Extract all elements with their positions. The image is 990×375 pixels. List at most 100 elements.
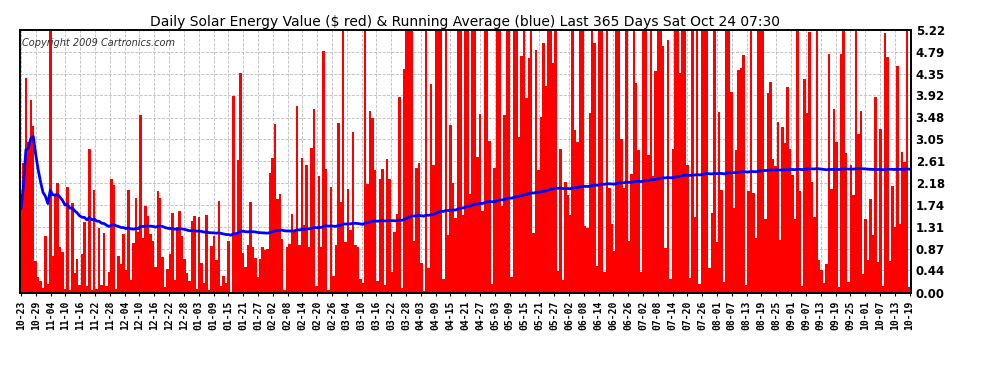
Bar — [310, 148, 313, 292]
Bar — [391, 272, 393, 292]
Bar — [191, 220, 193, 292]
Bar — [749, 30, 752, 292]
Bar — [98, 228, 100, 292]
Bar — [618, 30, 621, 292]
Bar — [130, 280, 132, 292]
Bar — [359, 279, 361, 292]
Bar — [95, 290, 98, 292]
Bar — [273, 124, 276, 292]
Bar — [666, 40, 669, 292]
Bar — [205, 215, 208, 292]
Bar — [552, 63, 554, 292]
Bar — [225, 282, 228, 292]
Bar — [847, 282, 849, 292]
Bar — [686, 165, 689, 292]
Bar — [886, 57, 889, 292]
Bar — [694, 217, 696, 292]
Bar — [251, 247, 254, 292]
Bar — [383, 285, 386, 292]
Bar — [196, 289, 198, 292]
Bar — [486, 30, 488, 292]
Bar — [40, 280, 42, 292]
Bar — [559, 149, 561, 292]
Bar — [161, 257, 163, 292]
Bar — [105, 286, 108, 292]
Bar — [27, 142, 30, 292]
Bar — [193, 216, 196, 292]
Bar — [574, 130, 576, 292]
Bar — [711, 213, 713, 292]
Bar — [443, 279, 445, 292]
Bar — [93, 190, 95, 292]
Title: Daily Solar Energy Value ($ red) & Running Average (blue) Last 365 Days Sat Oct : Daily Solar Energy Value ($ red) & Runni… — [150, 15, 780, 29]
Bar — [671, 148, 674, 292]
Bar — [601, 30, 603, 292]
Bar — [396, 214, 398, 292]
Bar — [591, 30, 593, 292]
Bar — [786, 87, 789, 292]
Bar — [738, 70, 740, 292]
Bar — [630, 174, 633, 292]
Bar — [633, 30, 635, 292]
Bar — [433, 165, 435, 292]
Bar — [147, 216, 149, 292]
Bar — [176, 227, 178, 292]
Bar — [328, 290, 330, 292]
Bar — [73, 273, 76, 292]
Bar — [706, 30, 708, 292]
Bar — [854, 30, 857, 292]
Bar — [369, 111, 371, 292]
Bar — [461, 216, 464, 292]
Bar — [264, 250, 266, 292]
Bar — [713, 30, 716, 292]
Bar — [256, 277, 259, 292]
Bar — [852, 195, 854, 292]
Bar — [351, 132, 354, 292]
Bar — [476, 157, 479, 292]
Bar — [366, 184, 369, 292]
Bar — [456, 30, 459, 292]
Bar — [623, 188, 626, 292]
Bar — [676, 30, 679, 292]
Bar — [520, 56, 523, 292]
Bar — [254, 258, 256, 292]
Bar — [68, 290, 71, 292]
Bar — [554, 30, 556, 292]
Bar — [823, 284, 826, 292]
Bar — [593, 44, 596, 292]
Bar — [733, 209, 735, 292]
Bar — [245, 267, 247, 292]
Bar — [640, 272, 643, 292]
Bar — [491, 284, 493, 292]
Bar — [664, 248, 666, 292]
Bar — [361, 283, 364, 292]
Bar — [744, 285, 747, 292]
Bar — [81, 254, 83, 292]
Bar — [430, 84, 433, 292]
Bar — [340, 202, 342, 292]
Bar — [154, 267, 156, 292]
Bar — [538, 170, 540, 292]
Bar — [71, 203, 73, 292]
Bar — [864, 219, 867, 292]
Bar — [186, 273, 188, 292]
Bar — [469, 194, 471, 292]
Bar — [654, 71, 657, 292]
Bar — [378, 180, 381, 292]
Bar — [345, 242, 346, 292]
Bar — [586, 228, 589, 292]
Bar — [269, 173, 271, 292]
Bar — [240, 73, 242, 292]
Bar — [440, 30, 443, 292]
Bar — [166, 269, 168, 292]
Bar — [291, 214, 293, 292]
Bar — [242, 253, 245, 292]
Bar — [833, 109, 836, 292]
Bar — [301, 158, 303, 292]
Bar — [135, 198, 137, 292]
Bar — [635, 84, 638, 292]
Bar — [364, 30, 366, 292]
Bar — [188, 282, 191, 292]
Bar — [638, 150, 640, 292]
Bar — [589, 114, 591, 292]
